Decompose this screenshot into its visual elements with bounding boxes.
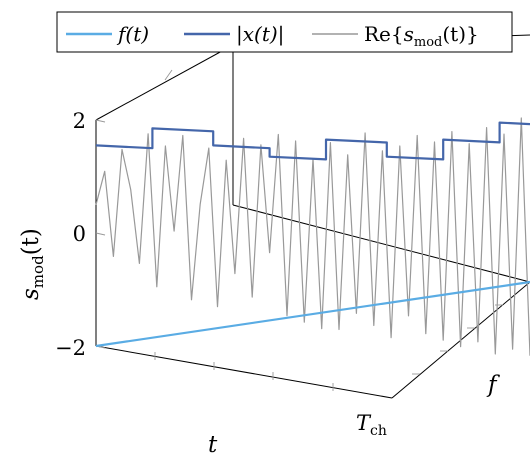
z-label-main: s — [18, 288, 44, 300]
z-tick-label-2: 2 — [73, 109, 86, 133]
legend-re-prefix: Re{ — [364, 22, 404, 46]
tick-labels: 2 0 −2 Tch — [55, 109, 387, 439]
axis-labels: t f smod(t) — [18, 228, 500, 456]
legend: f(t) |x(t)| Re{smod(t)} — [56, 11, 513, 53]
z-label-paren: (t) — [18, 228, 44, 255]
series-line-f — [95, 280, 530, 348]
legend-label-abs: |x(t)| — [236, 22, 284, 47]
z-tick-label-0: 0 — [73, 222, 86, 246]
z-tick-0 — [95, 232, 106, 236]
legend-re-s: s — [404, 22, 414, 46]
legend-re-suffix: (t)} — [442, 22, 478, 46]
t-end-sub: ch — [370, 423, 387, 439]
series-layer — [95, 117, 530, 356]
legend-label-f: f(t) — [116, 22, 149, 46]
t-axis-label: t — [208, 432, 218, 456]
z-label-sub: mod — [29, 255, 47, 288]
rear-floor-edge — [232, 204, 530, 283]
f-axis-label: f — [486, 372, 500, 398]
back-tick-1 — [164, 69, 173, 81]
series-line-abs — [95, 121, 530, 161]
back-wall-top-edge — [95, 44, 234, 121]
legend-re-sub: mod — [414, 35, 442, 50]
series-line-re — [95, 117, 530, 356]
z-axis-label: smod(t) — [18, 228, 47, 300]
z-tick-label-neg2: −2 — [55, 336, 86, 360]
t-end-tick-label: Tch — [356, 411, 387, 439]
z-tick-2 — [95, 119, 106, 123]
legend-box — [56, 11, 513, 53]
t-end-main: T — [356, 411, 372, 435]
legend-label-re: Re{smod(t)} — [364, 22, 479, 50]
t-axis-line — [95, 345, 393, 399]
